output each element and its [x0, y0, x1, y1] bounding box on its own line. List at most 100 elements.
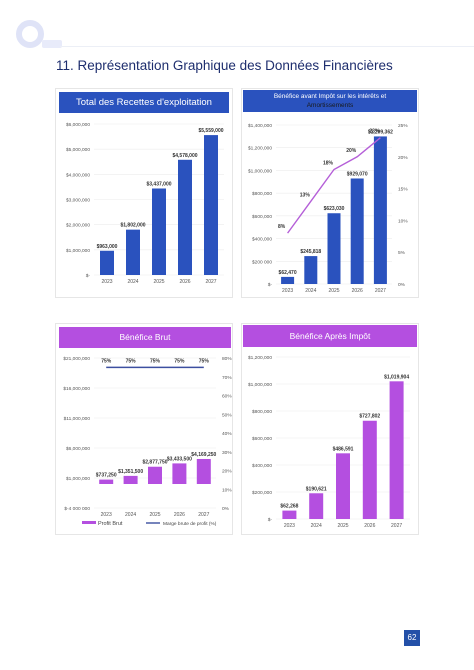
chart-panel-benefice-apres-impot: Bénéfice Après Impôt $- $200,000 $400,000 $… — [241, 323, 419, 535]
data-label: $963,000 — [97, 244, 118, 250]
x-tick-label: 2023 — [101, 512, 112, 518]
line-data-label: 13% — [300, 192, 311, 198]
x-tick-label: 2024 — [305, 288, 316, 294]
chart-title-text: Bénéfice Brut — [119, 332, 171, 342]
x-tick-label: 2023 — [282, 288, 293, 294]
y-tick-label: $200 000 — [252, 259, 272, 265]
chart-title-line-2: Amortissements — [306, 102, 354, 109]
gross-profit-combo-chart: $-4 000 000 $1,000,000 $6,000,000 $11,000,0… — [63, 356, 232, 527]
y2-tick-label: 20% — [222, 469, 232, 475]
x-tick-label: 2025 — [337, 523, 348, 529]
line-data-label: 20% — [346, 148, 357, 154]
x-tick-label: 2025 — [149, 512, 160, 518]
y-tick-label: $200,000 — [252, 490, 272, 496]
x-tick-label: 2026 — [352, 288, 363, 294]
bar — [126, 229, 140, 275]
y2-tick-label: 50% — [222, 412, 232, 418]
chart-title: Bénéfice Après Impôt — [243, 325, 417, 347]
y2-tick-label: 70% — [222, 375, 232, 381]
chart-title-line-1: Bénéfice avant Impôt sur les intérêts et — [273, 93, 387, 100]
bar — [281, 276, 295, 284]
data-label: $1,351,500 — [118, 469, 143, 475]
header-divider — [60, 46, 474, 47]
line-data-label: 75% — [126, 358, 137, 364]
line-data-label: 75% — [174, 358, 185, 364]
x-tick-label: 2027 — [391, 523, 402, 529]
data-label: $3,433,500 — [167, 456, 192, 462]
x-tick-label: 2026 — [179, 279, 190, 285]
y-tick-label: $1,000,000 — [66, 476, 90, 482]
y2-tick-label: 10% — [222, 487, 232, 493]
y2-tick-label: 25% — [398, 123, 408, 129]
bar — [304, 256, 318, 284]
data-label: $245,818 — [300, 249, 321, 255]
series-line — [287, 137, 381, 234]
x-tick-label: 2024 — [311, 523, 322, 529]
x-tick-label: 2023 — [284, 523, 295, 529]
y-tick-label: $- — [268, 282, 273, 288]
line-data-label: 8% — [278, 224, 286, 230]
y-tick-label: $1,000,000 — [248, 168, 272, 174]
y2-tick-label: 60% — [222, 394, 232, 400]
x-tick-label: 2026 — [364, 523, 375, 529]
bar — [196, 458, 211, 484]
chart-panel-benefice-brut: Bénéfice Brut $-4 000 000 $1,000,000 $6,00… — [55, 323, 233, 535]
x-tick-label: 2027 — [375, 288, 386, 294]
chart-title: Bénéfice avant Impôt sur les intérêts et… — [243, 90, 417, 112]
bar — [178, 159, 192, 275]
x-tick-label: 2027 — [198, 512, 209, 518]
logo-icon — [16, 20, 62, 48]
y-tick-label: $2,000,000 — [66, 223, 90, 229]
legend-label: Profit Brut — [98, 521, 123, 527]
y-tick-label: $1,200,000 — [248, 355, 272, 361]
data-label: $2,877,750 — [142, 460, 167, 466]
data-label: $1,019,904 — [384, 374, 409, 380]
y-tick-label: $16,000,000 — [63, 386, 90, 392]
data-label: $737,250 — [96, 473, 117, 479]
bar — [152, 188, 166, 275]
x-tick-label: 2027 — [205, 279, 216, 285]
y-tick-label: $6,000,000 — [66, 122, 90, 128]
data-label: $190,621 — [306, 486, 327, 492]
bar — [204, 135, 218, 275]
x-tick-label: 2023 — [101, 279, 112, 285]
y-tick-label: $5,000,000 — [66, 147, 90, 153]
bar — [350, 178, 364, 284]
y-tick-label: $800,000 — [252, 409, 272, 415]
bar — [172, 463, 187, 484]
y-tick-label: $1,000,000 — [248, 382, 272, 388]
line-data-label: 75% — [199, 358, 210, 364]
x-tick-label: 2025 — [328, 288, 339, 294]
x-tick-label: 2026 — [174, 512, 185, 518]
y-tick-label: $4,000,000 — [66, 172, 90, 178]
chart-title-text: Total des Recettes d'exploitation — [76, 97, 212, 108]
data-label: $1,802,000 — [120, 223, 145, 229]
y-tick-label: $-4 000 000 — [64, 506, 90, 512]
bar — [282, 510, 297, 519]
y2-tick-label: 20% — [398, 155, 408, 161]
net-income-bar-chart: $- $200,000 $400,000 $600,000 $800,000 $1,000… — [248, 355, 410, 529]
x-tick-label: 2024 — [127, 279, 138, 285]
bar — [327, 213, 341, 284]
data-label: $5,559,000 — [198, 128, 223, 134]
y2-tick-label: 80% — [222, 356, 232, 362]
data-label: $4,169,250 — [191, 452, 216, 458]
y2-tick-label: 40% — [222, 431, 232, 437]
ebitda-combo-chart: $- $200 000 $400,000 $600,000 $800,000 $1,000… — [248, 123, 408, 294]
x-tick-label: 2025 — [153, 279, 164, 285]
page-title: 11. Représentation Graphique des Données… — [56, 58, 393, 73]
y-tick-label: $400,000 — [252, 237, 272, 243]
chart-title: Total des Recettes d'exploitation — [59, 92, 229, 113]
y-tick-label: $11,000,000 — [64, 416, 91, 422]
chart-panel-total-recettes: Total des Recettes d'exploitation $- $1,0… — [55, 88, 233, 298]
revenue-bar-chart: $- $1,000,000 $2,000,000 $3,000,000 $4,000,0… — [66, 122, 224, 285]
y2-tick-label: 0% — [398, 282, 406, 288]
y-tick-label: $600,000 — [252, 214, 272, 220]
line-data-label: 75% — [150, 358, 161, 364]
bar — [309, 493, 324, 519]
y2-tick-label: 0% — [222, 506, 230, 512]
y-tick-label: $3,000,000 — [66, 198, 90, 204]
data-label: $62,268 — [280, 504, 298, 510]
data-label: $486,591 — [333, 446, 354, 452]
y-tick-label: $21,000,000 — [63, 356, 90, 362]
